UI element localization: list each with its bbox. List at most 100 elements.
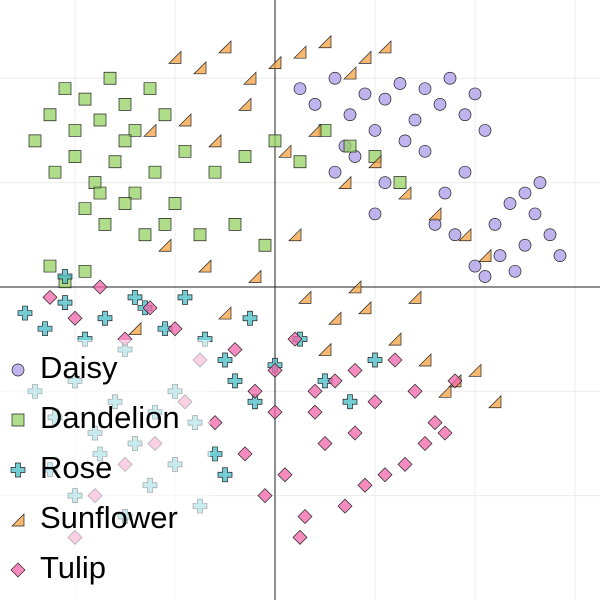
point <box>37 321 53 337</box>
point <box>247 394 263 410</box>
point <box>427 415 443 431</box>
point <box>458 227 472 242</box>
point <box>78 264 92 278</box>
point <box>358 50 372 64</box>
point <box>143 123 157 137</box>
point <box>57 295 73 310</box>
point <box>43 259 57 273</box>
point <box>318 342 332 356</box>
point <box>118 134 132 148</box>
point <box>178 113 192 127</box>
point <box>518 186 532 200</box>
point <box>158 108 172 122</box>
point <box>437 425 453 441</box>
point <box>393 77 407 90</box>
point <box>208 134 222 148</box>
point <box>193 60 207 75</box>
point <box>443 71 457 85</box>
point <box>157 321 173 337</box>
point <box>417 435 433 451</box>
point <box>458 108 472 122</box>
point <box>533 176 547 189</box>
point <box>518 238 532 252</box>
point <box>93 113 107 127</box>
point <box>503 197 517 210</box>
legend: Daisy Dandelion Rose Sunflower Tulip <box>0 340 210 600</box>
legend-marker <box>11 513 25 527</box>
point <box>418 82 432 96</box>
point <box>268 55 282 69</box>
point <box>438 186 452 200</box>
point <box>93 186 107 200</box>
point <box>438 384 452 398</box>
legend-label: Daisy <box>40 350 118 385</box>
point <box>398 134 412 148</box>
point <box>398 186 412 200</box>
point <box>208 165 222 179</box>
point <box>92 279 108 295</box>
point <box>57 269 73 284</box>
point <box>228 217 242 231</box>
point <box>143 82 157 96</box>
point <box>67 310 83 326</box>
point <box>337 498 353 514</box>
point <box>42 289 58 305</box>
point <box>238 97 252 111</box>
point <box>97 310 113 326</box>
point <box>68 124 82 137</box>
point <box>48 165 62 179</box>
point <box>178 144 192 158</box>
point <box>317 373 333 389</box>
point <box>317 435 333 451</box>
point <box>238 150 252 163</box>
point <box>217 467 233 483</box>
point <box>368 154 382 169</box>
point <box>293 155 307 169</box>
point <box>418 353 432 367</box>
legend-label: Tulip <box>40 550 106 585</box>
point <box>407 383 423 399</box>
point <box>217 352 233 368</box>
point <box>478 270 492 283</box>
point <box>377 467 393 483</box>
point <box>293 82 307 96</box>
point <box>28 134 42 148</box>
legend-label: Sunflower <box>40 500 178 535</box>
point <box>193 228 207 242</box>
point <box>468 87 482 101</box>
point <box>478 248 492 263</box>
point <box>378 40 392 54</box>
point <box>142 300 158 316</box>
point <box>207 415 223 431</box>
point <box>138 228 152 242</box>
point <box>267 362 283 378</box>
point <box>237 446 253 462</box>
point <box>328 165 342 179</box>
point <box>108 155 122 169</box>
point <box>277 467 293 483</box>
point <box>328 71 342 85</box>
point <box>58 82 72 96</box>
point <box>418 144 432 158</box>
legend-marker <box>11 363 25 377</box>
point <box>158 238 172 252</box>
point <box>528 207 542 221</box>
point <box>408 290 422 304</box>
point <box>368 207 382 221</box>
point <box>488 218 502 231</box>
legend-marker <box>10 462 26 478</box>
point <box>387 352 403 368</box>
point <box>367 352 383 368</box>
point <box>308 123 322 137</box>
point <box>347 362 363 378</box>
point <box>327 373 343 389</box>
point <box>388 332 402 346</box>
point <box>278 144 292 158</box>
point <box>488 394 502 409</box>
point <box>358 300 372 315</box>
point <box>393 176 407 189</box>
point <box>247 383 263 399</box>
legend-label: Rose <box>40 450 112 485</box>
point <box>177 290 193 305</box>
point <box>227 373 243 389</box>
